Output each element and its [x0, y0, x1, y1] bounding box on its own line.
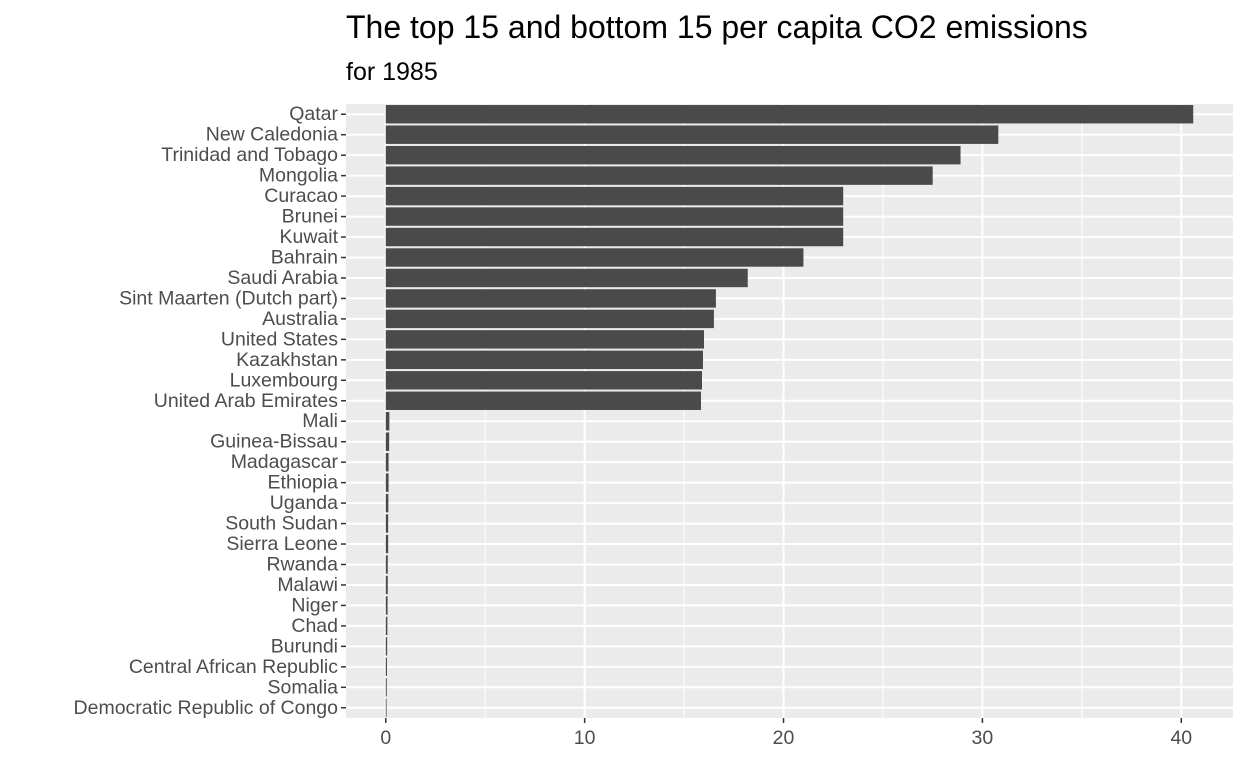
y-tick-label: Somalia [268, 676, 339, 698]
bar [385, 596, 388, 615]
y-tick-label: Mongolia [259, 165, 338, 187]
bar [385, 432, 390, 451]
y-tick-label: Madagascar [231, 451, 339, 473]
bar [385, 186, 844, 206]
y-tick-label: Qatar [289, 103, 338, 125]
y-tick-label: Sierra Leone [226, 533, 338, 555]
y-tick-label: Central African Republic [129, 656, 338, 678]
bar [385, 514, 389, 533]
y-tick-label: Bahrain [271, 247, 338, 269]
bar [385, 330, 704, 349]
bar [385, 371, 702, 390]
bar [385, 391, 701, 410]
bar [385, 227, 844, 247]
bar [385, 268, 748, 288]
bar [385, 145, 961, 165]
bar [385, 166, 933, 185]
bar [385, 678, 387, 697]
x-tick-label: 10 [574, 727, 596, 749]
plot-panel [346, 104, 1233, 718]
y-tick-label: Chad [291, 615, 338, 637]
bar [385, 657, 387, 677]
bar [385, 207, 844, 226]
y-tick-label: Kazakhstan [236, 349, 338, 371]
y-tick-label: Ethiopia [268, 472, 339, 494]
y-tick-label: Burundi [271, 635, 338, 657]
bar [385, 473, 389, 492]
y-tick-label: Mali [302, 410, 338, 432]
bars [385, 105, 1194, 717]
y-tick-label: Brunei [282, 206, 338, 228]
x-tick-label: 0 [380, 727, 391, 749]
y-tick-label: Curacao [264, 185, 338, 207]
bar [385, 534, 389, 554]
bar [385, 412, 390, 431]
y-tick-label: Uganda [270, 492, 338, 514]
bar [385, 289, 716, 308]
bar [385, 637, 388, 656]
bar [385, 555, 388, 574]
y-tick-label: New Caledonia [206, 124, 338, 146]
y-tick-label: Democratic Republic of Congo [74, 697, 339, 719]
x-axis: 0 10 20 30 40 [380, 718, 1192, 749]
bar [385, 105, 1194, 124]
y-tick-label: Rwanda [266, 554, 338, 576]
y-tick-label: Luxembourg [230, 369, 338, 391]
y-tick-label: South Sudan [225, 513, 338, 535]
bar [385, 575, 388, 595]
y-tick-label: United States [221, 328, 338, 350]
y-tick-label: Guinea-Bissau [210, 431, 338, 453]
bar [385, 350, 703, 370]
x-tick-label: 30 [972, 727, 994, 749]
bar [385, 616, 388, 636]
y-tick-label: Niger [291, 594, 338, 616]
y-tick-label: Australia [262, 308, 338, 330]
bar [385, 493, 389, 513]
y-tick-label: Trinidad and Tobago [161, 144, 338, 166]
y-tick-label: Malawi [277, 574, 338, 596]
y-tick-label: Saudi Arabia [227, 267, 338, 289]
chart-title: The top 15 and bottom 15 per capita CO2 … [346, 9, 1088, 45]
bar [385, 248, 804, 267]
y-tick-label: Kuwait [279, 226, 338, 248]
chart-subtitle: for 1985 [346, 58, 438, 86]
y-tick-label: United Arab Emirates [154, 390, 339, 412]
x-tick-label: 20 [773, 727, 795, 749]
bar [385, 452, 389, 472]
y-tick-label: Sint Maarten (Dutch part) [119, 287, 338, 309]
x-tick-label: 40 [1170, 727, 1192, 749]
bar [385, 125, 999, 144]
bar [385, 309, 714, 329]
bar [385, 698, 387, 717]
